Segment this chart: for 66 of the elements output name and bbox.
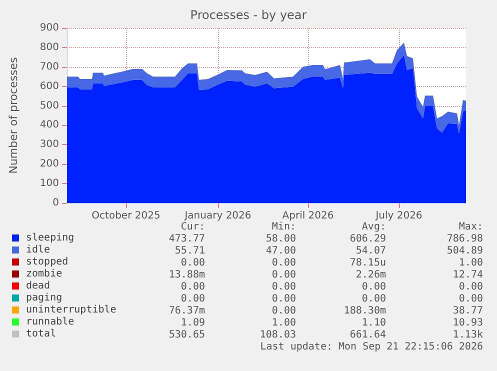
legend-label: uninterruptible	[26, 304, 116, 316]
text: 0.00	[458, 294, 483, 304]
legend-label: total	[26, 328, 56, 340]
text: 13.88m	[168, 270, 205, 280]
text: 0.00	[272, 282, 296, 292]
text: 10.93	[452, 318, 483, 328]
text: Min:	[272, 222, 296, 232]
text: 504.89	[446, 246, 483, 256]
text: 1.10	[362, 318, 386, 328]
text: 12.74	[452, 270, 483, 280]
text: 38.77	[452, 306, 483, 316]
legend-label: idle	[26, 244, 50, 256]
text: Cur:	[180, 222, 205, 232]
text: 1.13k	[452, 330, 483, 340]
y-tick-label: 800	[40, 42, 59, 53]
text: 188.30m	[344, 306, 386, 316]
text: 661.64	[350, 330, 386, 340]
text: 473.77	[168, 234, 205, 244]
y-axis-title: Number of processes	[7, 56, 20, 174]
text: 0.00	[180, 258, 205, 268]
text: 76.37m	[168, 306, 205, 316]
y-tick-label: 0	[52, 198, 59, 208]
y-tick-label: 700	[40, 61, 59, 72]
text: Max:	[458, 222, 483, 232]
text: 58.00	[266, 234, 296, 244]
text: 606.29	[350, 234, 386, 244]
text: 78.15u	[350, 258, 386, 268]
text: 0.00	[272, 258, 296, 268]
legend-label: sleeping	[26, 232, 74, 244]
text: Last update: Mon Sep 21 22:15:06 2026	[260, 342, 483, 352]
legend-label: dead	[26, 280, 50, 292]
text: 530.65	[168, 330, 205, 340]
y-tick-label: 100	[40, 178, 59, 190]
text: 108.03	[260, 330, 296, 340]
text: 0.00	[272, 294, 296, 304]
x-tick-label: January 2026	[184, 210, 252, 222]
text: Avg:	[362, 222, 386, 232]
y-tick-label: 900	[40, 22, 59, 34]
chart-title: Processes - by year	[190, 8, 307, 22]
legend-label: zombie	[26, 268, 62, 280]
text: 0.00	[362, 282, 386, 292]
y-tick-label: 500	[40, 100, 59, 112]
legend-label: paging	[26, 292, 62, 304]
y-tick-label: 200	[40, 158, 59, 170]
text: 2.26m	[356, 270, 386, 280]
x-tick-label: October 2025	[92, 210, 160, 222]
text: 786.98	[446, 234, 483, 244]
text: 0.00	[272, 306, 296, 316]
x-tick-label: April 2026	[282, 210, 334, 222]
text: 0.00	[272, 270, 296, 280]
legend-label: stopped	[26, 256, 68, 268]
text: 1.00	[272, 318, 296, 328]
text: 0.00	[458, 282, 483, 292]
x-tick-label: July 2026	[374, 210, 422, 222]
text: 0.00	[362, 294, 386, 304]
legend-label: runnable	[26, 316, 74, 328]
text: 1.09	[180, 318, 205, 328]
text: 0.00	[180, 282, 205, 292]
y-tick-label: 400	[40, 120, 59, 131]
text: 47.00	[266, 246, 296, 256]
text: 55.71	[174, 246, 205, 256]
text: 54.07	[356, 246, 386, 256]
y-tick-label: 600	[40, 80, 59, 92]
y-tick-label: 300	[40, 139, 59, 150]
text: 1.00	[458, 258, 483, 268]
text: 0.00	[180, 294, 205, 304]
